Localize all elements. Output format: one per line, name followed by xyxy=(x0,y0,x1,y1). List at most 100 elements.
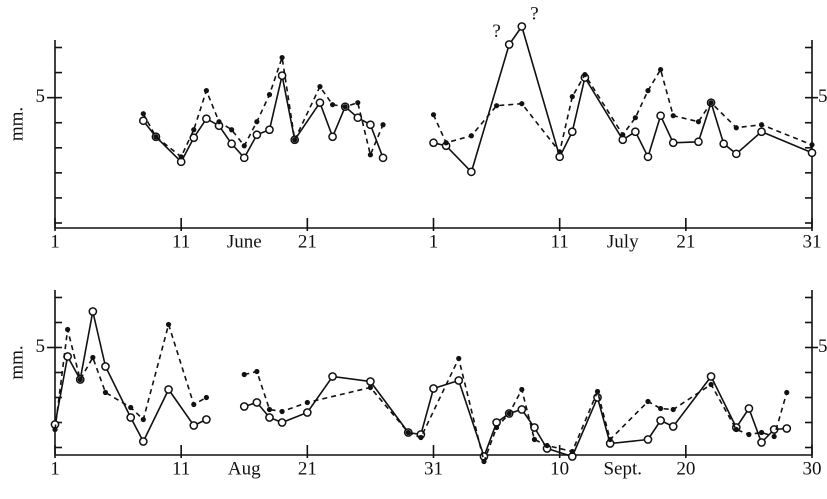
dot xyxy=(582,71,588,78)
dot xyxy=(468,133,474,139)
point xyxy=(138,116,148,126)
point xyxy=(631,127,640,137)
x-tick-label: 11 xyxy=(551,231,569,252)
point xyxy=(668,138,678,148)
x-tick-label: 1 xyxy=(429,231,439,252)
point xyxy=(138,437,148,446)
dot xyxy=(254,119,260,125)
dot xyxy=(569,94,575,100)
dot xyxy=(203,88,209,94)
dot xyxy=(632,115,638,121)
point xyxy=(504,40,514,49)
dot xyxy=(153,134,159,140)
dot xyxy=(191,127,197,133)
point xyxy=(302,408,312,417)
dot xyxy=(531,436,538,443)
dot xyxy=(355,100,361,106)
dot xyxy=(178,154,184,160)
dot xyxy=(456,355,462,362)
annotation: ? xyxy=(530,3,538,24)
dot xyxy=(746,431,752,438)
dot xyxy=(342,104,348,110)
dot xyxy=(645,398,651,405)
point xyxy=(429,138,438,148)
point xyxy=(744,404,754,413)
dot xyxy=(519,101,525,107)
dot xyxy=(771,433,777,440)
dot xyxy=(367,384,374,391)
point xyxy=(366,120,375,130)
month-label: Aug xyxy=(228,458,261,479)
dot xyxy=(279,54,285,61)
dot xyxy=(519,386,525,393)
point xyxy=(656,111,665,121)
dot xyxy=(443,140,449,146)
point xyxy=(517,22,527,31)
point xyxy=(454,376,464,385)
point xyxy=(252,398,262,407)
point xyxy=(643,152,653,162)
point xyxy=(706,372,716,381)
annotation: ? xyxy=(492,21,500,42)
y-tick-label: 5 xyxy=(36,86,46,107)
y-tick-label-right: 5 xyxy=(818,336,827,357)
point xyxy=(593,393,602,402)
point xyxy=(315,98,325,108)
x-tick-label: 21 xyxy=(676,231,695,252)
month-label: Sept. xyxy=(603,458,642,479)
dot xyxy=(266,92,273,98)
dot xyxy=(708,381,714,388)
x-tick-label: 1 xyxy=(50,458,60,479)
dot xyxy=(65,326,71,333)
point xyxy=(265,125,274,135)
x-tick-label: 10 xyxy=(550,458,569,479)
dot xyxy=(809,142,815,148)
point xyxy=(202,415,211,424)
point xyxy=(719,139,729,149)
dot xyxy=(266,406,273,413)
point xyxy=(694,137,703,147)
point xyxy=(757,438,766,447)
dot xyxy=(493,424,500,431)
point xyxy=(239,153,249,163)
x-tick-label: 11 xyxy=(172,231,190,252)
dot xyxy=(140,416,146,423)
dot xyxy=(165,321,172,328)
point xyxy=(227,139,236,149)
point xyxy=(517,405,527,414)
dot xyxy=(569,448,575,455)
dot xyxy=(90,354,96,361)
dot xyxy=(481,458,487,465)
point xyxy=(668,422,678,431)
dot xyxy=(670,406,676,413)
dot xyxy=(594,388,601,395)
dot xyxy=(203,394,209,401)
dot xyxy=(733,125,739,131)
dot xyxy=(52,426,58,433)
point xyxy=(239,402,249,411)
point xyxy=(643,435,653,444)
dot xyxy=(506,410,512,417)
point xyxy=(353,113,363,123)
point xyxy=(366,377,375,386)
y-tick-label-right: 5 xyxy=(818,86,827,107)
dot xyxy=(304,399,310,406)
point xyxy=(277,418,287,427)
dot xyxy=(418,434,424,441)
x-tick-label: 21 xyxy=(298,231,317,252)
x-tick-label: 11 xyxy=(172,458,190,479)
point xyxy=(567,127,577,137)
x-tick-label: 1 xyxy=(50,231,60,252)
x-tick-label: 20 xyxy=(676,458,695,479)
month-label: July xyxy=(607,231,639,252)
dot xyxy=(191,401,197,408)
dot xyxy=(645,88,651,94)
x-tick-label: 30 xyxy=(803,458,822,479)
dot xyxy=(317,84,323,90)
dot xyxy=(128,404,134,411)
point xyxy=(328,132,337,142)
y-tick-label: 5 xyxy=(36,336,46,357)
point xyxy=(757,127,766,137)
dot xyxy=(77,376,83,383)
